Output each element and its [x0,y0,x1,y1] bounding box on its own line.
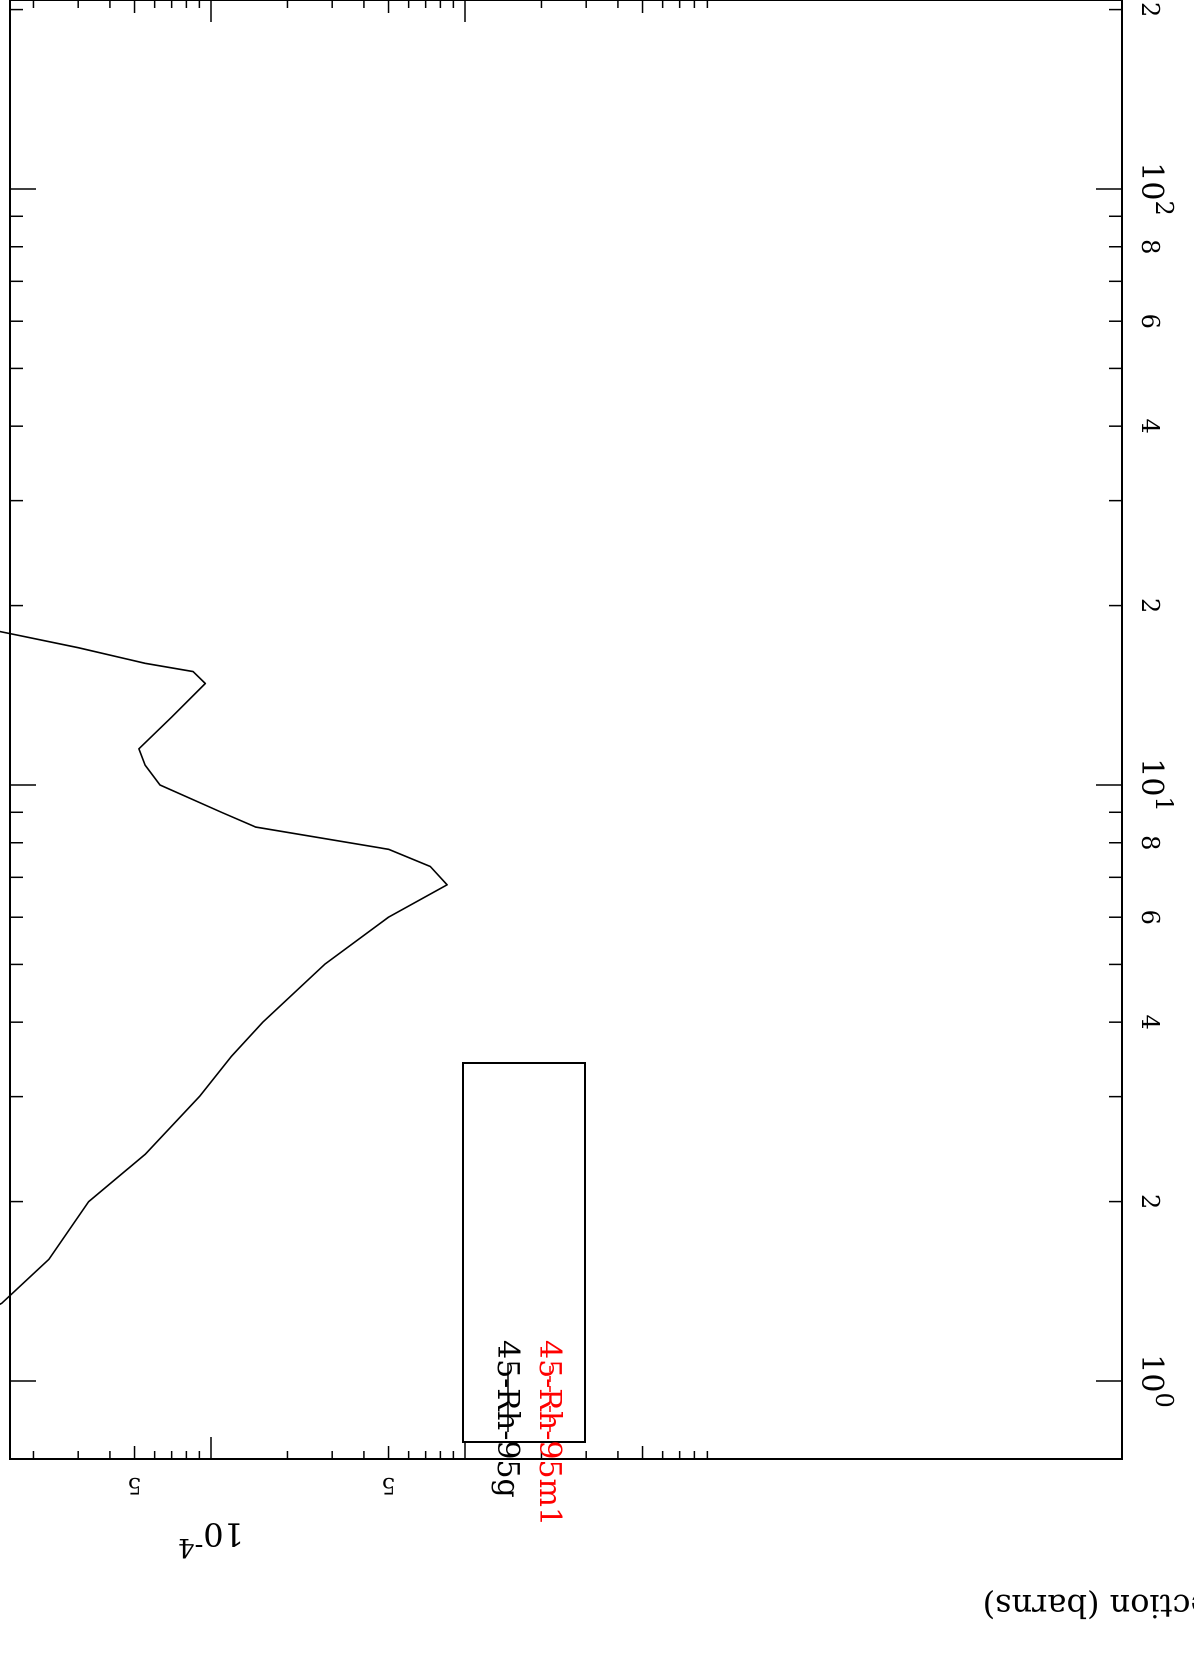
x-tick-label: 4 [1136,419,1164,434]
x-tick-label: 6 [1136,910,1164,925]
axes-group: 10024681012468102210-1010-810-610-455555… [10,0,1178,1562]
series-group [0,630,448,1306]
x-tick-label-text: 2 [1136,598,1164,613]
x-tick-label-text: 4 [1136,1015,1164,1030]
x-tick-label-text: 101 [1134,758,1178,811]
x-tick-label: 101 [1134,758,1178,811]
x-tick-label-text: 8 [1136,239,1164,254]
legend-label-45-Rh-95m1: 45-Rh-95m1 [532,1340,567,1526]
x-tick-label-text: 8 [1136,835,1164,850]
y-tick-label: 10-4 [178,1515,244,1562]
x-tick-label: 8 [1136,835,1164,850]
x-tick-label: 2 [1136,598,1164,613]
plot-frame [9,0,1123,1460]
x-tick-label: 6 [1136,314,1164,329]
y-tick-label-text: 10-4 [178,1515,244,1562]
x-tick-label-text: 6 [1136,910,1164,925]
x-tick-label-text: 2 [1136,1194,1164,1209]
y-minor-tick-label: 5 [128,1472,142,1497]
y-minor-tick-label: 5 [382,1472,396,1497]
x-tick-label: 2 [1136,1194,1164,1209]
x-tick-label-text: 102 [1134,162,1178,215]
x-tick-label-text: 6 [1136,314,1164,329]
x-tick-label-text: 4 [1136,419,1164,434]
x-tick-label: 2 [1136,2,1164,17]
legend-label-45-Rh-95g: 45-Rh-95g [490,1340,525,1498]
x-tick-label: 102 [1134,162,1178,215]
legend-box [462,1062,586,1443]
x-tick-label: 100 [1134,1354,1178,1407]
y-axis-label: Cross Section (barns) [983,1587,1194,1625]
x-tick-label: 4 [1136,1015,1164,1030]
x-tick-label: 8 [1136,239,1164,254]
legend: 45-Rh-95g 45-Rh-95m1 [462,1062,586,1526]
x-tick-label-text: 2 [1136,2,1164,17]
series-line-45-Rh-95g [0,630,448,1306]
x-tick-label-text: 100 [1134,1354,1178,1407]
